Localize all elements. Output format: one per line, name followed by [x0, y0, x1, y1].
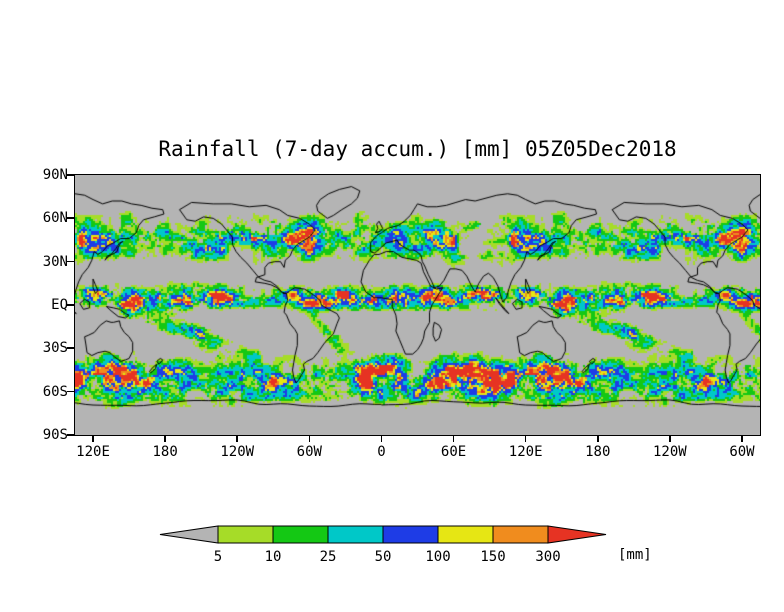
x-axis-tick	[669, 436, 671, 442]
colorbar-segment	[492, 525, 549, 544]
x-axis-tick	[236, 436, 238, 442]
x-axis-tick	[164, 436, 166, 442]
y-axis-tick	[67, 174, 74, 176]
colorbar-segment	[437, 525, 494, 544]
colorbar-level-label: 300	[535, 549, 560, 565]
x-axis-tick	[524, 436, 527, 442]
colorbar-level-label: 50	[375, 549, 392, 565]
rainfall-map-canvas	[75, 175, 760, 435]
y-axis-tick	[67, 260, 74, 263]
x-axis-label: 120W	[653, 444, 687, 460]
x-axis-label: 180	[585, 444, 611, 460]
y-axis-label: 60N	[42, 210, 68, 227]
x-axis-label: 120E	[76, 444, 110, 460]
y-axis-tick	[67, 347, 74, 349]
y-axis-label: 90N	[42, 167, 68, 183]
colorbar-over-arrow	[547, 525, 607, 544]
y-axis-tick	[67, 217, 74, 219]
y-axis-tick	[67, 390, 74, 393]
y-axis-label: 60S	[42, 383, 68, 400]
colorbar-level-label: 100	[425, 549, 450, 565]
x-axis-label: 180	[152, 444, 178, 460]
x-axis-label: 0	[377, 444, 386, 460]
y-axis-label: 90S	[42, 427, 68, 443]
x-axis-label: 60E	[440, 444, 467, 460]
colorbar-under-arrow	[159, 525, 219, 544]
x-axis-label: 120W	[220, 444, 255, 460]
plot-title: Rainfall (7-day accum.) [mm] 05Z05Dec201…	[158, 137, 677, 161]
y-axis-tick	[67, 304, 74, 306]
y-axis-label: 30N	[42, 253, 68, 270]
colorbar-segment	[272, 525, 329, 544]
colorbar-units-label: [mm]	[618, 547, 652, 563]
x-axis-tick	[380, 436, 383, 442]
colorbar-segment	[327, 525, 384, 544]
y-axis-tick	[67, 434, 74, 436]
x-axis-tick	[308, 436, 311, 442]
x-axis-tick	[597, 436, 599, 442]
colorbar-level-label: 5	[214, 549, 222, 565]
colorbar-level-label: 150	[480, 549, 505, 565]
colorbar-svg: 5 10 25 50 100 150 300	[159, 525, 607, 565]
colorbar-level-label: 10	[265, 549, 282, 565]
map-frame	[74, 174, 761, 436]
colorbar-segment	[382, 525, 439, 544]
x-axis-tick	[452, 436, 455, 442]
x-axis-label: 60W	[296, 444, 322, 460]
y-axis-label: EQ	[51, 297, 68, 313]
x-axis-label: 120E	[508, 444, 543, 460]
colorbar-level-label: 25	[320, 549, 337, 565]
y-axis-label: 30S	[42, 340, 68, 357]
x-axis-tick	[92, 436, 94, 442]
colorbar: 5 10 25 50 100 150 300	[150, 521, 710, 569]
colorbar-segment	[217, 525, 274, 544]
x-axis-tick	[741, 436, 743, 442]
x-axis-label: 60W	[729, 444, 755, 460]
